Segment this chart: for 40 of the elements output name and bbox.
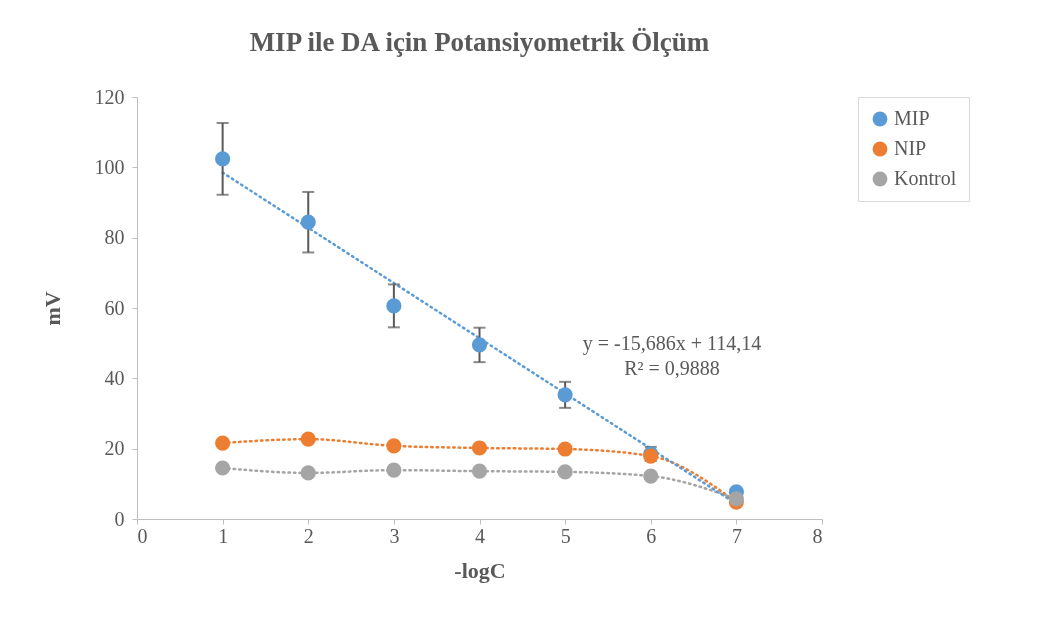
point [386, 298, 402, 314]
y-tick-label: 60 [104, 296, 125, 319]
annotation: y = -15,686x + 114,14 [582, 332, 762, 355]
x-tick-label: 5 [560, 524, 571, 547]
point [557, 441, 573, 457]
y-tick-label: 80 [104, 226, 125, 249]
point [557, 464, 573, 480]
point [300, 214, 316, 230]
point [215, 435, 231, 451]
x-tick-label: 3 [389, 524, 400, 547]
point [215, 460, 231, 476]
x-axis-title: -logC [454, 557, 506, 583]
x-tick-label: 7 [731, 524, 742, 547]
legend-label: Kontrol [894, 167, 957, 189]
point [386, 438, 402, 454]
x-tick-label: 6 [646, 524, 657, 547]
y-tick-label: 20 [104, 437, 125, 460]
point [471, 463, 488, 479]
point [471, 337, 488, 353]
y-tick-label: 0 [114, 507, 125, 530]
y-tick-label: 40 [104, 366, 125, 389]
point [557, 387, 573, 403]
y-tick-label: 100 [94, 155, 125, 178]
x-tick-label: 0 [137, 524, 148, 547]
point [300, 465, 316, 481]
legend-label: NIP [894, 137, 927, 159]
x-tick-label: 1 [218, 524, 229, 547]
point [471, 440, 488, 456]
x-tick-label: 2 [303, 524, 314, 547]
legend-label: MIP [894, 107, 930, 129]
chart-title: MIP ile DA için Potansiyometrik Ölçüm [249, 27, 710, 57]
y-axis-title: mV [39, 291, 65, 326]
point [300, 431, 316, 447]
x-tick-label: 8 [812, 524, 823, 547]
point [215, 151, 231, 167]
annotation: R² = 0,9888 [624, 357, 720, 379]
x-tick-label: 4 [475, 524, 485, 547]
y-tick-label: 120 [94, 85, 125, 108]
point [643, 468, 659, 484]
point [386, 462, 402, 478]
